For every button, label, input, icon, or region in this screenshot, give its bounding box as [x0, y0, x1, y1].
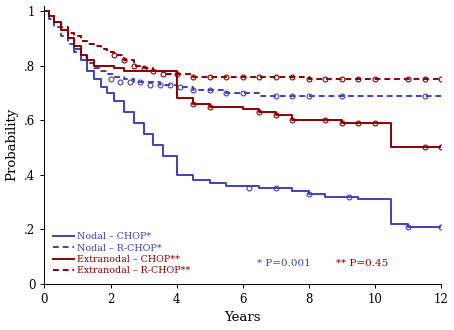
Legend: Nodal – CHOP*, Nodal – R-CHOP*, Extranodal – CHOP**, Extranodal – R-CHOP**: Nodal – CHOP*, Nodal – R-CHOP*, Extranod… — [49, 228, 195, 279]
X-axis label: Years: Years — [224, 312, 261, 324]
Text: * P=0.001: * P=0.001 — [257, 259, 311, 268]
Text: ** P=0.45: ** P=0.45 — [336, 259, 388, 268]
Y-axis label: Probability: Probability — [5, 108, 19, 182]
